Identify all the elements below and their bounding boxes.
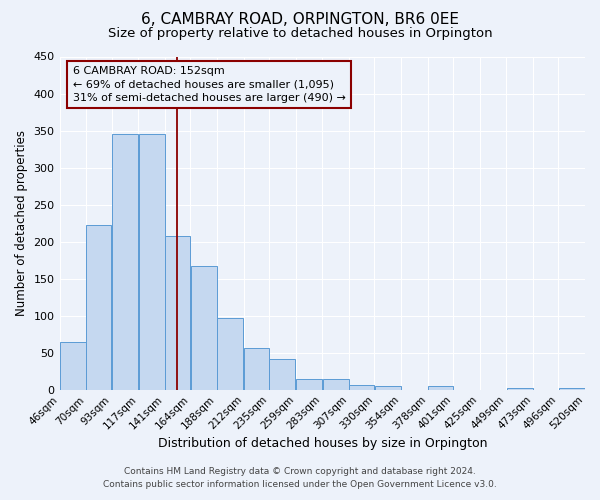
X-axis label: Distribution of detached houses by size in Orpington: Distribution of detached houses by size … xyxy=(158,437,487,450)
Bar xyxy=(296,378,322,390)
Text: Contains HM Land Registry data © Crown copyright and database right 2024.
Contai: Contains HM Land Registry data © Crown c… xyxy=(103,468,497,489)
Bar xyxy=(217,318,243,390)
Bar xyxy=(269,358,295,390)
Bar xyxy=(244,348,269,390)
Bar xyxy=(506,388,533,390)
Text: Size of property relative to detached houses in Orpington: Size of property relative to detached ho… xyxy=(107,28,493,40)
Bar xyxy=(112,134,138,390)
Bar xyxy=(165,236,190,390)
Bar xyxy=(374,386,401,390)
Bar xyxy=(428,386,453,390)
Bar xyxy=(60,342,86,390)
Text: 6 CAMBRAY ROAD: 152sqm
← 69% of detached houses are smaller (1,095)
31% of semi-: 6 CAMBRAY ROAD: 152sqm ← 69% of detached… xyxy=(73,66,346,102)
Text: 6, CAMBRAY ROAD, ORPINGTON, BR6 0EE: 6, CAMBRAY ROAD, ORPINGTON, BR6 0EE xyxy=(141,12,459,28)
Bar xyxy=(323,378,349,390)
Bar xyxy=(139,134,164,390)
Bar xyxy=(191,266,217,390)
Bar xyxy=(86,226,112,390)
Y-axis label: Number of detached properties: Number of detached properties xyxy=(15,130,28,316)
Bar xyxy=(559,388,585,390)
Bar xyxy=(349,384,374,390)
